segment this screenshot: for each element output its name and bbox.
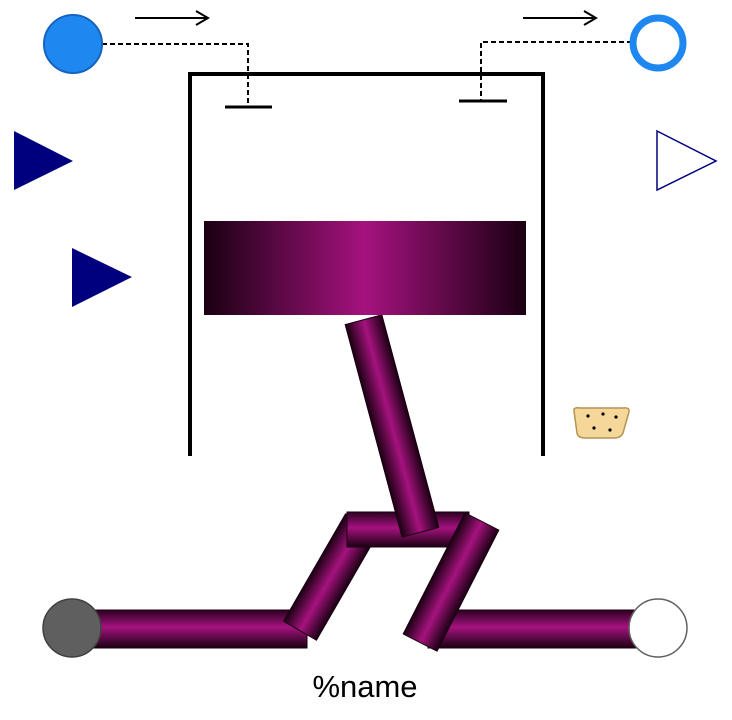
signal-input-2-icon[interactable] <box>72 248 132 307</box>
inlet-connection <box>102 43 249 105</box>
fluid-port-a-icon[interactable] <box>43 14 103 74</box>
instance-name-label: %name <box>312 669 417 704</box>
crankshaft <box>74 511 661 652</box>
piston <box>204 221 526 315</box>
flange-b-icon[interactable] <box>628 598 688 658</box>
signal-output-icon[interactable] <box>656 129 718 192</box>
connecting-rod <box>344 314 440 538</box>
signal-input-1-icon[interactable] <box>14 131 73 190</box>
flow-arrow-out-icon <box>523 10 598 26</box>
flow-arrow-in-icon <box>135 10 210 26</box>
heat-port-icon[interactable] <box>573 407 630 439</box>
crank-main-journal-right <box>427 609 661 649</box>
outlet-connection <box>480 41 632 102</box>
crank-web-right <box>402 512 500 652</box>
cylinder-wall <box>188 72 545 456</box>
crank-main-journal-left <box>74 609 308 649</box>
flange-a-icon[interactable] <box>42 598 102 658</box>
fluid-port-b-icon[interactable] <box>629 14 687 72</box>
